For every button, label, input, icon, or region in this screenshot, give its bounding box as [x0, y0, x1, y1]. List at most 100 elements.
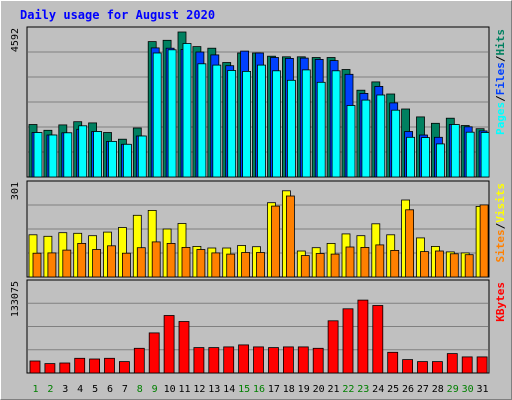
- series-legend-2: Sites/Visits: [494, 183, 507, 263]
- bar-kbytes: [89, 358, 100, 374]
- bar-sites: [107, 245, 116, 278]
- x-tick-label: 18: [283, 384, 295, 395]
- x-tick-label: 5: [92, 384, 98, 395]
- bar-kbytes: [297, 346, 309, 374]
- y-max-label: 301: [10, 182, 21, 200]
- bar-pages: [286, 79, 296, 178]
- x-tick-label: 29: [447, 384, 459, 395]
- legend-part: Visits: [494, 183, 507, 223]
- bar-kbytes: [282, 346, 294, 374]
- bar-pages: [406, 136, 416, 178]
- bar-kbytes: [476, 356, 488, 374]
- bar-pages: [137, 135, 147, 178]
- x-tick-label: 4: [77, 384, 83, 395]
- chart-title: Daily usage for August 2020: [20, 8, 216, 22]
- bar-kbytes: [402, 359, 414, 374]
- x-tick-label: 13: [208, 384, 220, 395]
- x-tick-label: 19: [298, 384, 310, 395]
- x-tick-label: 30: [462, 384, 474, 395]
- bar-pages: [167, 49, 177, 178]
- x-tick-label: 8: [137, 384, 143, 395]
- bar-pages: [123, 143, 132, 178]
- bar-sites: [390, 249, 400, 278]
- x-tick-label: 23: [357, 384, 369, 395]
- bar-sites: [300, 255, 310, 278]
- x-tick-label: 22: [342, 384, 354, 395]
- bar-sites: [271, 205, 280, 278]
- x-tick-label: 28: [432, 384, 444, 395]
- bar-kbytes: [238, 344, 250, 374]
- bar-sites: [345, 246, 355, 278]
- bar-kbytes: [119, 361, 130, 374]
- bar-pages: [301, 69, 311, 178]
- bar-pages: [108, 140, 117, 178]
- y-max-label: 4592: [10, 28, 21, 52]
- bar-sites: [315, 253, 325, 278]
- bar-pages: [480, 132, 490, 178]
- x-tick-label: 11: [178, 384, 190, 395]
- bar-pages: [257, 64, 266, 178]
- bar-sites: [405, 209, 415, 278]
- bar-sites: [32, 252, 42, 278]
- bar-pages: [331, 70, 341, 178]
- y-max-label: 133075: [10, 281, 21, 317]
- bar-kbytes: [342, 308, 354, 374]
- bar-pages: [152, 52, 162, 178]
- x-tick-label: 1: [32, 384, 38, 395]
- bar-pages: [182, 43, 192, 178]
- x-tick-label: 9: [152, 384, 158, 395]
- bar-pages: [435, 143, 445, 178]
- bar-sites: [449, 253, 459, 278]
- bar-pages: [391, 109, 401, 178]
- legend-part: /: [494, 95, 507, 102]
- x-tick-label: 17: [268, 384, 280, 395]
- bar-sites: [77, 242, 87, 278]
- x-tick-label: 6: [107, 384, 113, 395]
- bar-kbytes: [59, 362, 71, 374]
- series-legend-3: KBytes: [494, 282, 507, 322]
- bar-kbytes: [387, 351, 399, 374]
- legend-part: Pages: [494, 102, 507, 135]
- bar-pages: [346, 105, 356, 178]
- x-tick-label: 14: [223, 384, 235, 395]
- bar-kbytes: [461, 356, 473, 374]
- legend-part: KBytes: [494, 282, 507, 322]
- bar-sites: [211, 252, 221, 278]
- bar-kbytes: [357, 299, 369, 374]
- x-tick-label: 16: [253, 384, 265, 395]
- x-tick-label: 21: [327, 384, 339, 395]
- x-tick-label: 27: [417, 384, 429, 395]
- bar-sites: [420, 251, 429, 278]
- bar-pages: [212, 64, 222, 178]
- bar-sites: [136, 247, 146, 278]
- bar-kbytes: [268, 347, 279, 374]
- x-tick-label: 15: [238, 384, 250, 395]
- bar-pages: [227, 70, 237, 178]
- bar-sites: [122, 252, 131, 278]
- bar-sites: [434, 250, 444, 278]
- bar-kbytes: [178, 321, 190, 374]
- bar-sites: [226, 253, 236, 278]
- bar-kbytes: [253, 346, 264, 374]
- x-tick-label: 12: [193, 384, 205, 395]
- bar-sites: [62, 249, 72, 278]
- bar-pages: [33, 132, 43, 178]
- bar-pages: [242, 71, 252, 178]
- bar-sites: [181, 246, 191, 278]
- bar-pages: [316, 81, 326, 178]
- legend-part: Hits: [494, 29, 507, 56]
- x-tick-label: 3: [62, 384, 68, 395]
- bar-kbytes: [163, 315, 175, 374]
- bar-kbytes: [312, 347, 324, 374]
- bar-sites: [166, 242, 176, 278]
- bar-kbytes: [417, 361, 428, 374]
- bar-pages: [93, 131, 102, 178]
- x-tick-label: 26: [402, 384, 414, 395]
- legend-part: Sites: [494, 229, 507, 262]
- bar-sites: [330, 253, 340, 278]
- bar-pages: [450, 124, 460, 178]
- x-tick-label: 25: [387, 384, 399, 395]
- bar-kbytes: [446, 353, 458, 374]
- bar-sites: [92, 249, 101, 278]
